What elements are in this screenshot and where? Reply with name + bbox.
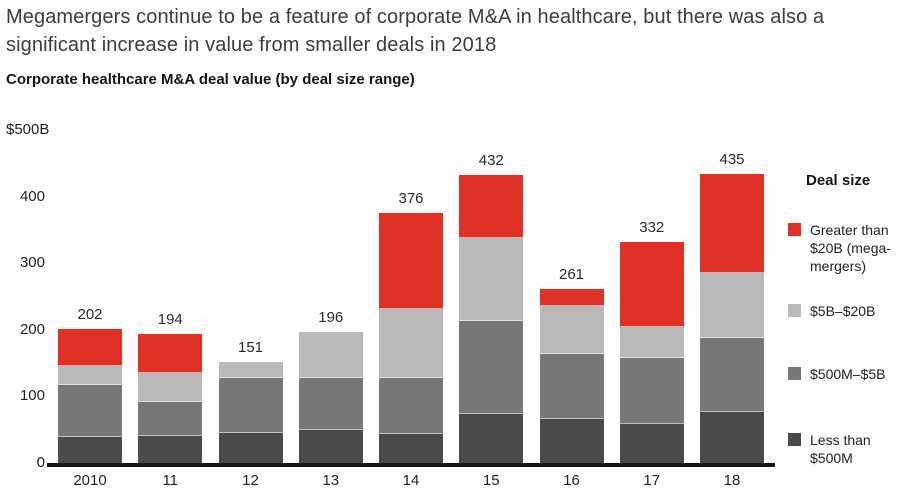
legend-item-0: Greater than $20B (mega-mergers) [788,221,896,275]
bar-segment [138,334,203,373]
bar-total-label-2010: 202 [77,306,103,323]
x-axis-label-11: 11 [162,472,179,489]
x-axis-label-12: 12 [242,472,259,489]
x-axis-label-16: 16 [563,472,580,489]
bar-segment [58,329,122,366]
bar-segment [138,373,203,402]
bar-stack-18 [700,174,764,463]
bar-18: 435 [700,151,764,463]
bar-segment [379,434,443,463]
y-tick-label-200: 200 [19,320,45,338]
legend-swatch-icon [788,367,801,380]
bar-segment [539,354,604,419]
bar-segment [379,309,443,378]
bar-stack-17 [619,242,684,463]
y-tick-label-300: 300 [19,254,45,272]
bar-segment [58,437,122,463]
legend-swatch-icon [788,433,801,446]
bar-stack-16 [539,289,604,463]
y-axis-unit-label: $500B [6,121,50,138]
x-axis-label-14: 14 [402,472,420,489]
legend-item-1: $5B–$20B [788,302,896,320]
x-axis-labels: 2010 11 12 13 14 15 16 17 18 [47,472,775,489]
x-axis-line [47,463,775,467]
bar-segment [539,306,604,354]
bar-total-label-12: 151 [237,339,264,356]
bar-total-label-13: 196 [318,309,344,326]
bar-segment [459,321,524,414]
bar-segment [700,412,764,463]
y-tick-label-0: 0 [36,454,45,471]
legend-item-label: Less than $500M [810,432,871,466]
chart-subtitle: Corporate healthcare M&A deal value (by … [6,71,415,88]
legend-swatch-icon [788,223,801,236]
bar-stack-14 [379,213,443,463]
bar-total-label-18: 435 [719,151,745,168]
y-axis-ticks: 0 100 200 300 400 [0,130,45,471]
bar-segment [379,213,443,309]
bar-stack-12 [218,362,283,463]
bar-14: 376 [379,190,443,463]
bar-segment [619,242,684,327]
bar-segment [700,174,764,273]
page-title: Megamergers continue to be a feature of … [6,6,825,56]
legend-item-label: $5B–$20B [810,303,876,319]
bar-total-label-14: 376 [398,190,424,207]
bar-segment [58,366,122,385]
bar-11: 194 [138,311,203,463]
legend: Deal size Greater than $20B (mega-merger… [788,172,896,467]
bar-16: 261 [539,266,604,463]
legend-item-3: Less than $500M [788,431,896,467]
bar-segment [298,332,363,378]
bar-segment [539,419,604,463]
legend-item-2: $500M–$5B [788,365,896,383]
bar-segment [619,424,684,463]
bar-segment [218,362,283,378]
legend-item-label: $500M–$5B [810,366,886,382]
bar-segment [58,385,122,437]
legend-swatch-icon [788,304,801,317]
bar-17: 332 [619,219,684,463]
bar-stack-2010 [58,329,122,463]
bar-segment [700,338,764,412]
legend-title: Deal size [806,172,871,189]
x-axis-label-17: 17 [643,472,661,489]
bar-total-label-15: 432 [478,152,504,169]
x-axis-label-18: 18 [723,472,741,489]
bar-total-label-11: 194 [157,311,183,328]
bar-segment [619,327,684,358]
legend-items: Greater than $20B (mega-mergers) $5B–$20B… [788,221,896,467]
bar-stack-11 [138,334,203,463]
x-axis-label-13: 13 [322,472,340,489]
bar-segment [138,436,203,463]
x-axis-label-2010: 2010 [73,472,107,489]
x-axis-label-15: 15 [482,472,500,489]
bar-segment [539,289,604,306]
bar-segment [459,414,524,463]
bar-12: 151 [218,339,283,463]
legend-item-label: Greater than $20B (mega-mergers) [810,222,891,274]
bar-segment [459,175,524,238]
bar-segment [218,433,283,463]
bar-segment [298,430,363,463]
bar-segment [700,273,764,338]
bar-segment [379,378,443,434]
bar-stack-15 [459,175,524,463]
bar-13: 196 [298,309,363,463]
bar-segment [218,378,283,433]
plot-area: 202 194 151 196 376 432 261 332 435 [47,130,775,463]
bar-15: 432 [459,152,524,463]
bar-2010: 202 [58,306,122,463]
bar-segment [138,402,203,436]
bar-segment [459,238,524,321]
bar-segment [298,378,363,430]
y-tick-label-400: 400 [19,187,45,205]
bar-stack-13 [298,332,363,463]
bar-total-label-16: 261 [558,266,585,283]
y-tick-label-100: 100 [19,387,45,405]
bar-segment [619,358,684,424]
bar-total-label-17: 332 [639,219,665,236]
